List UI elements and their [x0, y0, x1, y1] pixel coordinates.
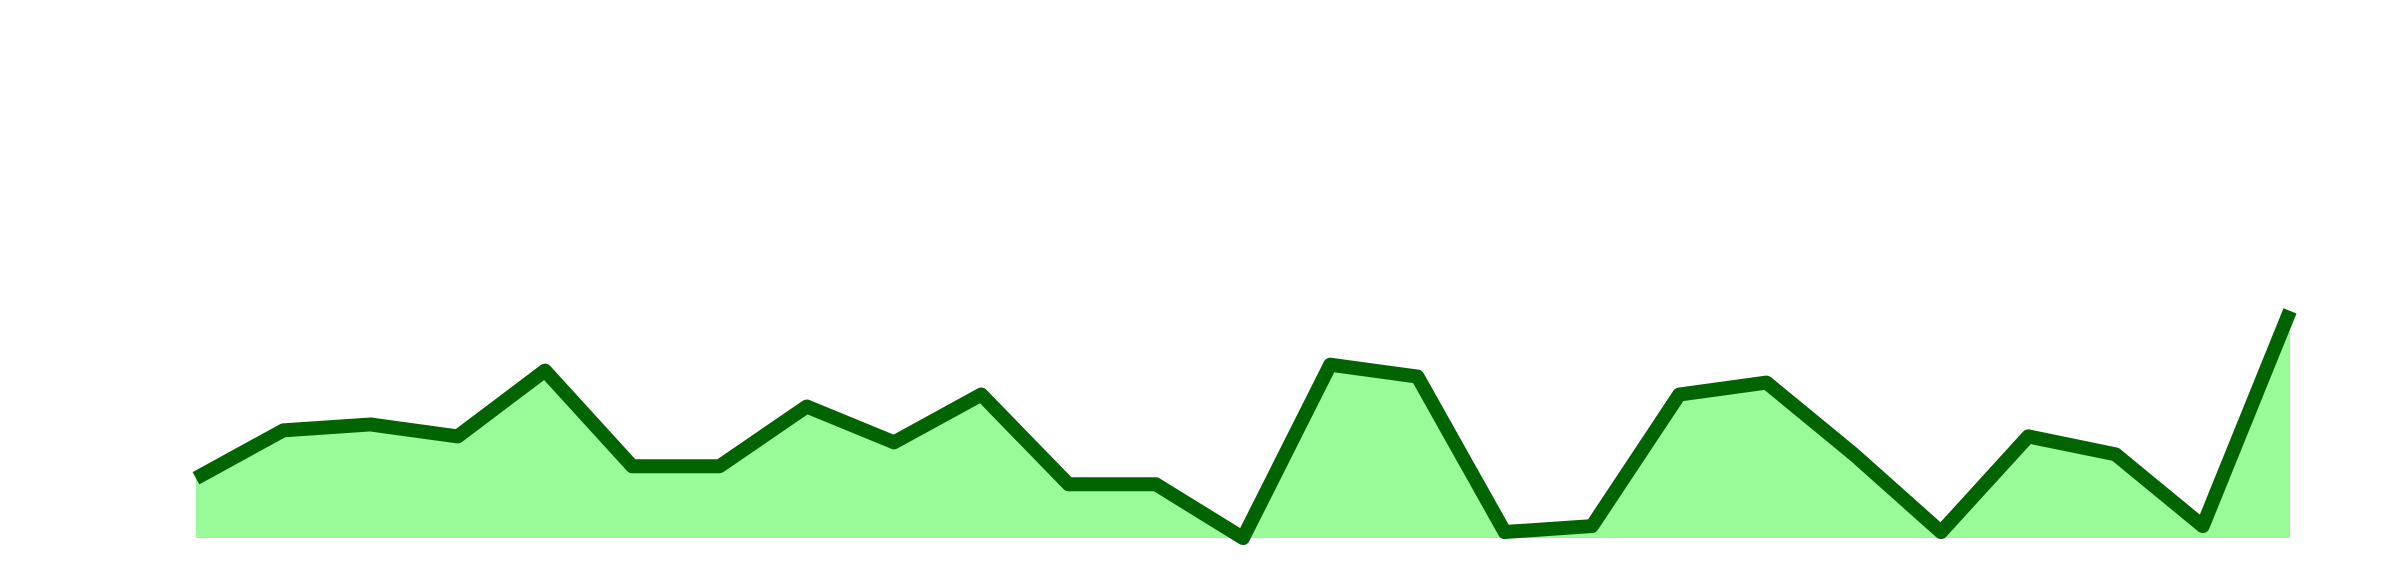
data-point — [2110, 449, 2121, 460]
data-point — [627, 461, 638, 472]
area-layer — [196, 310, 2290, 539]
data-point — [278, 425, 289, 436]
data-point — [2197, 521, 2208, 532]
data-point — [1150, 479, 1161, 490]
data-point — [2023, 431, 2034, 442]
data-point — [452, 431, 463, 442]
data-point — [1674, 389, 1685, 400]
data-point — [1761, 377, 1772, 388]
data-point — [1587, 521, 1597, 532]
data-point — [540, 365, 550, 376]
data-point — [1063, 479, 1074, 490]
data-point — [801, 401, 812, 412]
data-point — [1936, 527, 1946, 538]
data-point — [1325, 359, 1336, 370]
data-point — [1499, 527, 1510, 538]
data-point — [1412, 371, 1423, 382]
point-layer — [278, 359, 2208, 544]
data-point — [365, 419, 376, 430]
data-point — [976, 389, 987, 400]
data-point — [1238, 533, 1248, 544]
data-point — [714, 461, 725, 472]
data-point — [1848, 449, 1859, 460]
area-fill — [196, 310, 2290, 539]
data-point — [889, 437, 899, 448]
